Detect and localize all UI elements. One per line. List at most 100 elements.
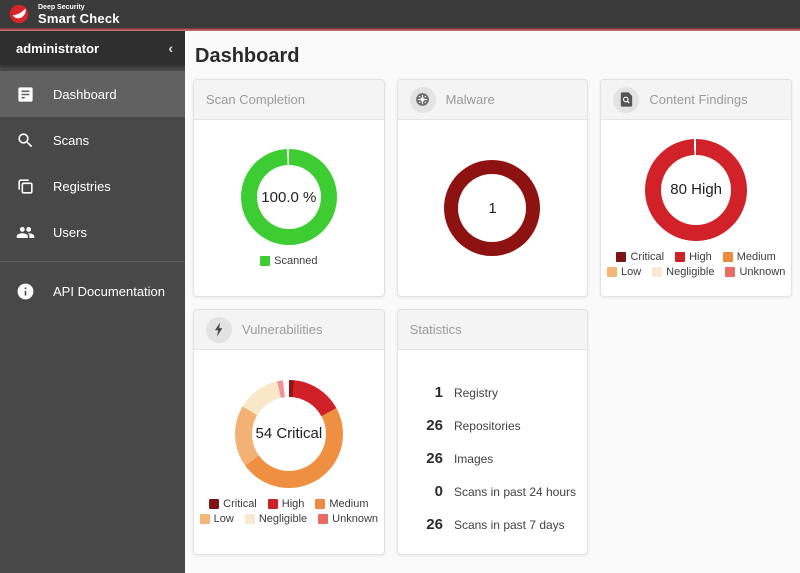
legend-swatch (315, 498, 326, 509)
sidebar-item-dashboard[interactable]: Dashboard (0, 71, 185, 117)
sidebar-item-label: API Documentation (53, 283, 166, 299)
legend-item: Negligible (652, 266, 714, 278)
legend-item: Critical (209, 498, 257, 510)
stat-value: 26 (426, 416, 443, 434)
stat-label: Scans in past 24 hours (453, 484, 577, 499)
sidebar-item-scans[interactable]: Scans (0, 117, 185, 163)
malware-card: Malware 1 (396, 79, 589, 297)
stat-value: 1 (434, 383, 443, 401)
sidebar-divider (0, 261, 185, 262)
stat-row-registry: 1 Registry (409, 384, 576, 401)
legend-item: High (675, 251, 712, 263)
legend-label: Critical (223, 497, 257, 510)
legend-label: Low (213, 512, 234, 525)
sidebar-user-header[interactable]: administrator ‹ (0, 31, 185, 65)
card-title: Statistics (409, 322, 462, 337)
dashboard-grid: Scan Completion 100.0 % Scanned (193, 79, 792, 555)
legend-swatch (209, 498, 220, 509)
legend-swatch (318, 513, 329, 524)
statistics-card: Statistics 1 Registry 26 Repositories (396, 309, 589, 555)
trend-micro-logo-icon (9, 4, 29, 24)
empty-grid-cell (600, 309, 792, 555)
vulnerabilities-header: Vulnerabilities (194, 310, 384, 350)
scan-completion-legend: Scanned (260, 255, 318, 267)
stat-row-scans-7d: 26 Scans in past 7 days (409, 516, 576, 533)
sidebar-item-label: Users (53, 224, 87, 240)
malware-donut-chart[interactable]: 1 (444, 160, 541, 256)
stat-row-images: 26 Images (409, 450, 576, 467)
sidebar-item-label: Dashboard (53, 86, 117, 102)
content-findings-donut-chart[interactable]: 80 High (645, 138, 748, 241)
sidebar-item-api-documentation[interactable]: API Documentation (0, 268, 185, 314)
legend-swatch (652, 266, 663, 277)
donut-center-value: 1 (488, 199, 497, 217)
collapse-sidebar-icon[interactable]: ‹ (168, 40, 173, 56)
accent-divider (0, 28, 800, 31)
scan-completion-header: Scan Completion (194, 80, 384, 120)
legend-swatch (199, 513, 210, 524)
legend-item: Scanned (260, 255, 318, 267)
main-content: Dashboard Scan Completion 100.0 % Scanne… (185, 31, 800, 573)
stat-label: Repositories (453, 418, 521, 433)
sidebar-item-users[interactable]: Users (0, 209, 185, 255)
legend-label: Scanned (274, 255, 318, 267)
vulnerabilities-legend: Critical High Medium Low Negligible Unkn… (196, 498, 381, 525)
content-findings-card: Content Findings 80 High Critical High M… (600, 79, 792, 297)
malware-header: Malware (397, 80, 588, 120)
legend-swatch (267, 498, 278, 509)
legend-label: Medium (329, 497, 369, 510)
legend-item: Unknown (725, 266, 785, 278)
donut-center-value: 100.0 % (261, 188, 317, 206)
stat-value: 0 (434, 482, 443, 500)
stat-label: Images (453, 451, 494, 466)
content-findings-header: Content Findings (601, 80, 791, 120)
sidebar-item-label: Registries (53, 178, 111, 194)
legend-item: Medium (315, 497, 369, 510)
card-title: Malware (445, 92, 495, 107)
legend-item: Low (606, 265, 642, 278)
legend-swatch (244, 513, 255, 524)
stat-row-repositories: 26 Repositories (409, 417, 576, 434)
vulnerabilities-donut-chart[interactable]: 54 Critical (234, 379, 343, 488)
legend-item: Negligible (244, 512, 308, 525)
malware-icon (409, 86, 436, 113)
statistics-header: Statistics (397, 310, 588, 350)
content-findings-legend: Critical High Medium Low Negligible Unkn… (604, 251, 789, 278)
stat-row-scans-24h: 0 Scans in past 24 hours (409, 483, 576, 500)
statistics-list: 1 Registry 26 Repositories 26 Images 0 (409, 372, 576, 533)
legend-label: Critical (630, 250, 665, 263)
page-title: Dashboard (195, 45, 300, 67)
donut-center-value: 80 High (670, 181, 722, 198)
dashboard-icon (18, 86, 33, 102)
card-title: Content Findings (649, 92, 748, 107)
vulnerabilities-icon (206, 316, 232, 343)
stat-value: 26 (426, 515, 443, 533)
legend-label: Negligible (666, 265, 715, 278)
sidebar-user-label: administrator (16, 40, 100, 56)
legend-item: Medium (722, 251, 776, 263)
legend-label: Unknown (332, 512, 378, 525)
app-brand: Deep Security Smart Check (38, 4, 120, 25)
info-icon (17, 283, 34, 299)
legend-swatch (722, 251, 733, 262)
legend-label: High (689, 250, 712, 263)
legend-item: Unknown (318, 513, 378, 525)
scan-completion-donut-chart[interactable]: 100.0 % (240, 149, 337, 245)
legend-label: Negligible (258, 512, 308, 525)
legend-label: Unknown (739, 265, 786, 278)
sidebar: administrator ‹ Dashboard Scans Registri… (0, 31, 185, 573)
legend-item: High (267, 497, 305, 510)
donut-center-value: 54 Critical (255, 425, 323, 442)
card-title: Scan Completion (206, 92, 305, 107)
stat-value: 26 (426, 449, 443, 467)
legend-label: Low (620, 265, 642, 278)
stat-label: Registry (453, 385, 498, 400)
top-bar: Deep Security Smart Check (0, 0, 800, 28)
legend-swatch (675, 251, 686, 262)
registries-icon (18, 178, 33, 194)
legend-item: Critical (616, 251, 664, 263)
sidebar-item-registries[interactable]: Registries (0, 163, 185, 209)
sidebar-item-label: Scans (53, 132, 90, 148)
legend-swatch (616, 251, 627, 262)
legend-label: High (281, 497, 305, 510)
